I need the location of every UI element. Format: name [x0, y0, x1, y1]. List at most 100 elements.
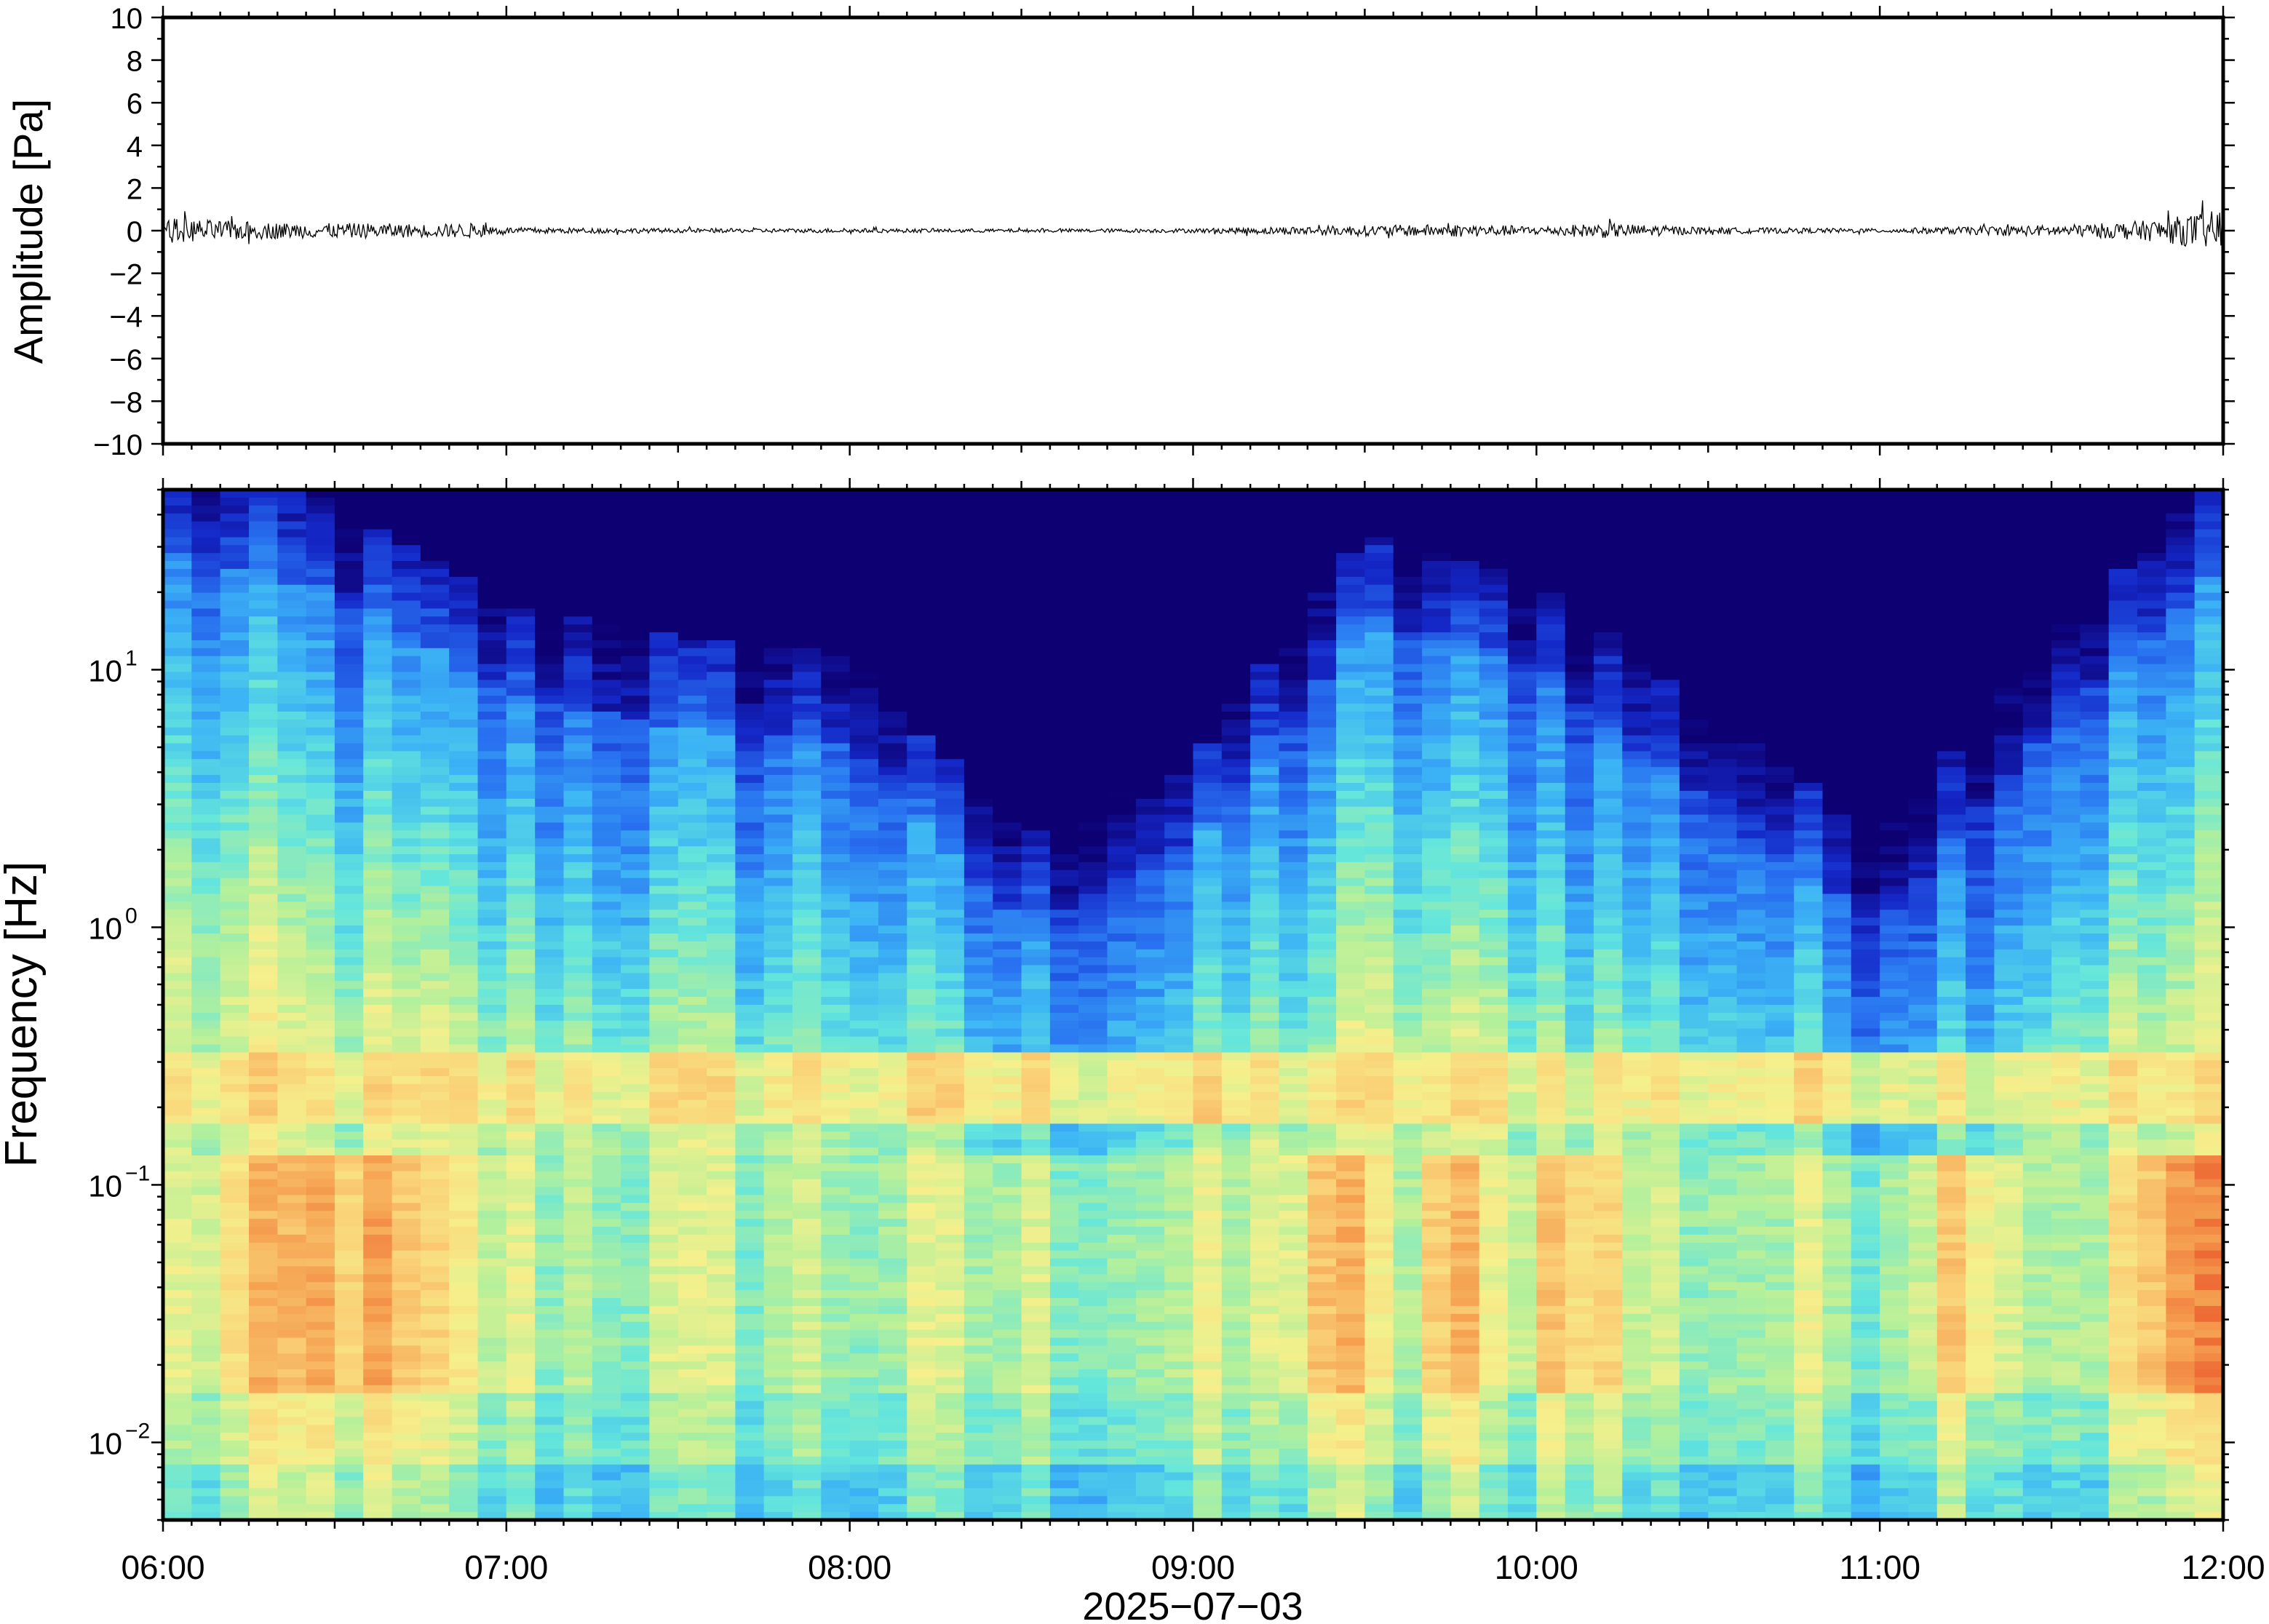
spectrogram-cell — [506, 1115, 536, 1125]
spectrogram-cell — [1021, 751, 1051, 760]
spectrogram-cell — [1021, 712, 1051, 720]
spectrogram-cell — [592, 790, 621, 800]
spectrogram-cell — [1049, 1203, 1079, 1211]
spectrogram-cell — [592, 529, 621, 538]
spectrogram-cell — [963, 1401, 993, 1410]
spectrogram-cell — [220, 616, 250, 625]
spectrogram-cell — [792, 1282, 822, 1291]
spectrogram-cell — [306, 1329, 335, 1339]
spectrogram-cell — [220, 640, 250, 649]
spectrogram-cell — [191, 1369, 221, 1378]
spectrogram-cell — [563, 957, 593, 966]
spectrogram-cell — [1221, 1464, 1251, 1473]
spectrogram-cell — [163, 1321, 193, 1331]
spectrogram-cell — [1049, 648, 1079, 657]
spectrogram-cell — [306, 1219, 335, 1227]
spectrogram-cell — [849, 727, 879, 736]
spectrogram-cell — [963, 926, 993, 934]
spectrogram-cell — [163, 798, 193, 808]
spectrogram-cell — [649, 664, 679, 673]
spectrogram-cell — [334, 704, 364, 712]
spectrogram-cell — [1164, 1091, 1194, 1101]
spectrogram-cell — [1164, 901, 1194, 911]
spectrogram-cell — [792, 926, 822, 934]
spectrogram-cell — [392, 1488, 421, 1497]
spectrogram-cell — [649, 790, 679, 800]
spectrogram-cell — [1221, 1290, 1251, 1299]
spectrogram-cell — [935, 1083, 965, 1093]
spectrogram-cell — [735, 1107, 765, 1117]
spectrogram-cell — [993, 1060, 1022, 1069]
spectrogram-cell — [707, 901, 736, 911]
spectrogram-cell — [878, 941, 908, 950]
spectrogram-cell — [249, 830, 279, 840]
spectrogram-cell — [163, 822, 193, 832]
spectrogram-cell — [191, 719, 221, 728]
spectrogram-cell — [649, 1266, 679, 1275]
spectrogram-cell — [334, 1353, 364, 1362]
spectrogram-cell — [1221, 767, 1251, 776]
spectrogram-cell — [163, 719, 193, 728]
spectrogram-cell — [1221, 1123, 1251, 1133]
spectrogram-cell — [334, 1179, 364, 1188]
spectrogram-cell — [334, 1361, 364, 1370]
spectrogram-cell — [191, 885, 221, 895]
spectrogram-cell — [1021, 735, 1051, 744]
spectrogram-cell — [649, 624, 679, 633]
spectrogram-cell — [707, 909, 736, 918]
spectrogram-cell — [1164, 949, 1194, 958]
spectrogram-cell — [1021, 790, 1051, 800]
spectrogram-cell — [506, 616, 536, 625]
spectrogram-cell — [1193, 1409, 1223, 1418]
spectrogram-cell — [735, 861, 765, 871]
spectrogram-cell — [1221, 1441, 1251, 1449]
spectrogram-cell — [849, 926, 879, 934]
spectrogram-cell — [592, 989, 621, 998]
spectrogram-cell — [1164, 497, 1194, 506]
spectrogram-heatmap — [163, 490, 2223, 1520]
spectrogram-cell — [249, 861, 279, 871]
spectrogram-cell — [163, 1219, 193, 1227]
spectrogram-cell — [220, 1211, 250, 1219]
spectrogram-cell — [220, 497, 250, 506]
spectrogram-cell — [963, 616, 993, 625]
spectrogram-cell — [735, 624, 765, 633]
spectrogram-cell — [621, 584, 651, 594]
spectrogram-cell — [621, 814, 651, 824]
spectrogram-cell — [1164, 696, 1194, 704]
spectrogram-cell — [707, 568, 736, 578]
spectrogram-cell — [1164, 600, 1194, 610]
spectrogram-cell — [163, 1091, 193, 1101]
spectrogram-cell — [220, 561, 250, 570]
spectrogram-cell — [821, 743, 851, 752]
spectrogram-cell — [621, 1203, 651, 1211]
spectrogram-cell — [592, 624, 621, 633]
spectrogram-cell — [821, 1369, 851, 1378]
spectrogram-cell — [735, 1083, 765, 1093]
spectrogram-cell — [878, 505, 908, 514]
spectrogram-cell — [220, 861, 250, 871]
spectrogram-cell — [649, 838, 679, 847]
spectrogram-cell — [735, 1131, 765, 1140]
spectrogram-cell — [1078, 712, 1108, 720]
spectrogram-cell — [993, 1496, 1022, 1505]
spectrogram-cell — [449, 1115, 479, 1125]
spectrogram-cell — [306, 806, 335, 816]
spectrogram-cell — [1164, 1195, 1194, 1204]
spectrogram-cell — [1107, 1115, 1137, 1125]
spectrogram-cell — [1021, 1171, 1051, 1180]
spectrogram-cell — [449, 584, 479, 594]
spectrogram-cell — [821, 561, 851, 570]
spectrogram-cell — [477, 885, 507, 895]
spectrogram-cell — [763, 1219, 793, 1227]
spectrogram-cell — [506, 1369, 536, 1378]
spectrogram-cell — [163, 553, 193, 562]
spectrogram-cell — [477, 656, 507, 665]
spectrogram-cell — [735, 1329, 765, 1339]
spectrogram-cell — [220, 775, 250, 784]
spectrogram-cell — [392, 1417, 421, 1426]
spectrogram-cell — [249, 608, 279, 618]
spectrogram-cell — [935, 1020, 965, 1030]
spectrogram-cell — [792, 767, 822, 776]
spectrogram-cell — [849, 1107, 879, 1117]
